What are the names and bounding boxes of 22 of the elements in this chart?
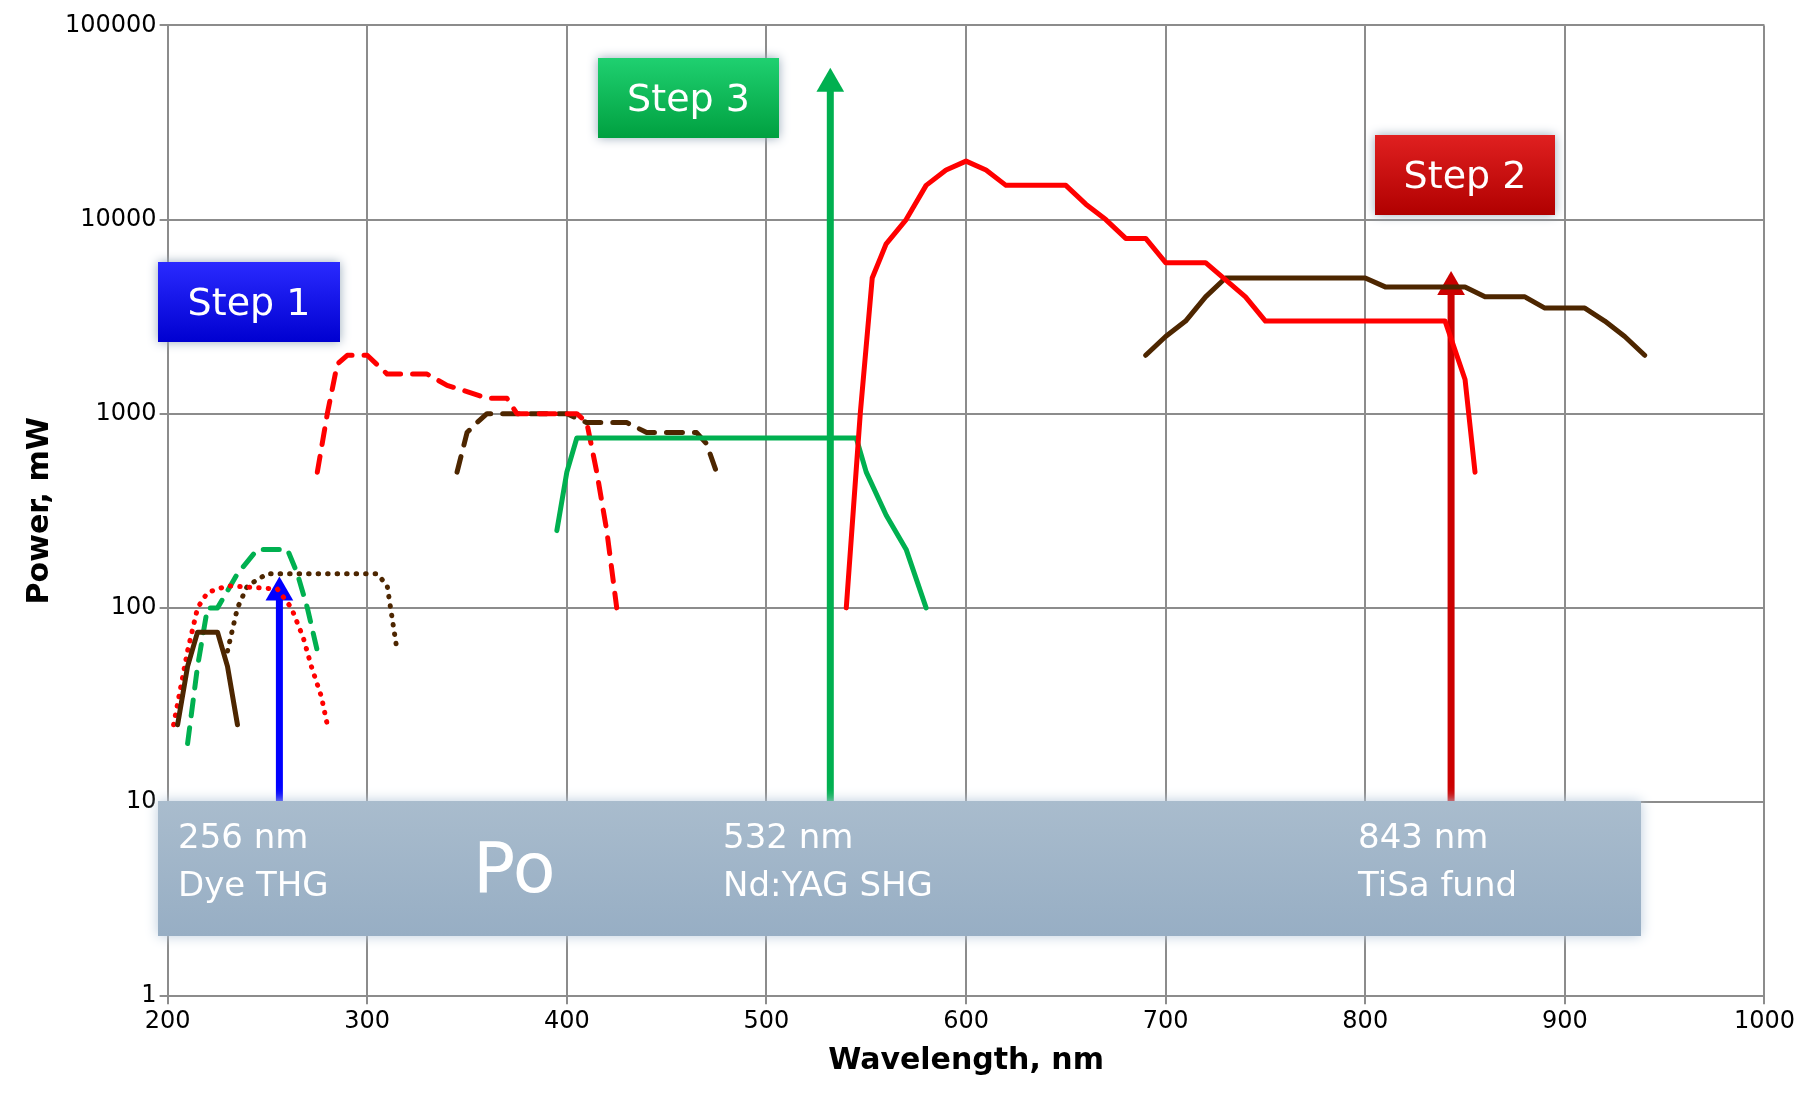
y-tick-label: 100000 (64, 9, 157, 38)
x-tick-label: 400 (543, 1005, 590, 1034)
annotation: 256 nm Dye THG (178, 816, 329, 904)
x-tick-label: 500 (743, 1005, 790, 1034)
x-tick-label: 300 (344, 1005, 391, 1034)
x-tick-label: 600 (943, 1005, 989, 1034)
x-tick-label: 900 (1541, 1005, 1588, 1034)
annotation: Step 3 (627, 76, 750, 120)
x-tick-label: 800 (1342, 1005, 1389, 1034)
annotation: Step 1 (187, 280, 311, 324)
annotation: 843 nm TiSa fund (1358, 816, 1518, 904)
annotation: Po (473, 827, 556, 909)
annotation: Step 2 (1403, 153, 1527, 197)
y-tick-label: 1000 (95, 397, 157, 426)
y-tick-label: 100 (110, 592, 157, 621)
x-tick-label: 1000 (1733, 1005, 1795, 1034)
y-axis-title: Power, mW (19, 417, 55, 605)
y-tick-label: 10 (126, 786, 157, 815)
annotation: 532 nm Nd:YAG SHG (723, 816, 933, 904)
x-tick-label: 700 (1142, 1005, 1189, 1034)
x-axis-title: Wavelength, nm (828, 1040, 1104, 1076)
y-tick-label: 10000 (80, 203, 157, 232)
